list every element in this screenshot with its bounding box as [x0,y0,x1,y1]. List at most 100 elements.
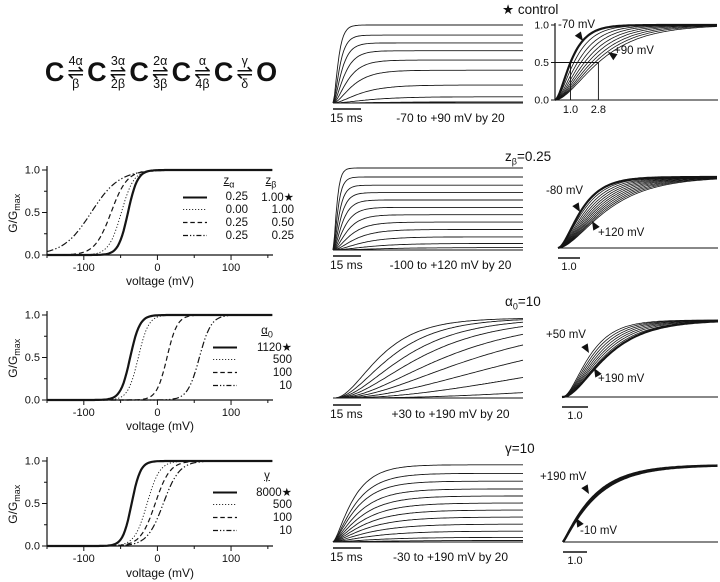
title-text: α [505,294,513,309]
trace-curve [333,344,524,399]
trace-curve [332,84,523,104]
arrowhead-icon [594,368,602,378]
legend-value: 500 [272,498,292,511]
panel-title-control: ★ control [502,2,558,20]
legend-value: 10 [279,524,292,537]
legend-value: 500 [272,353,292,366]
scheme-rate-top: α [198,54,207,68]
trace-curve [332,221,523,251]
legend-line-sample [183,234,207,237]
y-tick-label: 0.0 [25,541,40,553]
trace-curve [332,480,523,543]
trace-curve [333,319,524,399]
scheme-transition: α ⇌ 4β [194,55,211,90]
trace-curve [333,318,523,399]
norm-curve [554,25,718,101]
scheme-state: C [129,57,149,87]
trace-curve [332,488,523,543]
scalebar-label: 15 ms [330,407,363,421]
norm-scalebar-label: 1.0 [567,555,582,567]
legend-line-sample [213,529,237,532]
legend-line-sample [213,504,237,505]
trace-caption: -100 to +120 mV by 20 [389,258,512,272]
x-ref-label: 1.0 [563,104,578,116]
norm-curve [554,25,718,101]
scheme-transition: 4α ⇌ β [67,55,84,90]
gv-curve [46,169,273,253]
norm-panel-gamma: 1.0 +190 mV -10 mV [528,440,720,575]
arrowhead-icon [608,52,618,61]
scheme-arrow-icon: ⇌ [109,61,127,84]
trace-curve [332,192,523,251]
arrowhead-icon [576,518,584,528]
scheme-state: O [256,57,278,87]
scheme-state: C [213,57,234,87]
norm-plot: 1.0 [561,319,719,422]
legend-value: 0.25 [225,216,248,229]
x-tick-label: 100 [222,262,240,274]
trace-curve [333,247,523,251]
norm-curve [561,320,718,399]
y-tick-label: 0.0 [25,250,40,262]
scheme-transition: 3α ⇌ 2β [110,55,127,90]
trace-curve [332,236,523,251]
gv-legend: zα zβ 0.25 1.00★ 0.00 1.00 0.25 0.50 0.25 0.2… [182,175,294,242]
title-text: γ [505,441,512,456]
legend-header-row: α0 [212,325,292,340]
voltage-label-first: -70 mV [558,19,596,31]
trace-caption: -30 to +190 mV by 20 [392,550,509,564]
scheme-rate-top: 2α [153,54,168,68]
y-tick-label: 0.0 [25,395,40,407]
scalebar-label: 15 ms [330,258,363,272]
scheme-rate-top: γ [241,54,248,68]
norm-plot: 1.0 [562,464,718,567]
y-tick-label: 1.0 [25,456,40,468]
ylabel-sub: max [12,193,23,211]
gv-xlabel: voltage (mV) [125,419,195,433]
traces-plot [332,167,523,257]
voltage-label-last: +120 mV [598,227,645,239]
trace-curve [333,376,524,399]
scheme-rate-bottom: 2β [110,76,126,91]
x-tick-label: 0 [154,262,160,274]
legend-row: 100 [212,366,292,379]
scheme-arrow-icon: ⇌ [236,61,254,84]
ylabel-sub: max [12,338,23,356]
legend-header-row: γ [212,470,292,485]
scheme-transition: γ ⇌ δ [236,55,253,90]
y-tick-label: 1.0 [25,310,40,322]
trace-curve [332,530,523,543]
title-sub: 0 [512,301,518,312]
legend-line-sample [183,221,207,224]
legend-value: 1.00★ [261,192,294,204]
norm-curve [561,320,718,398]
gv-curve [47,460,273,547]
legend-row: 500 [212,353,292,366]
gv-xlabel: voltage (mV) [125,566,195,580]
scheme-state: C [171,57,192,87]
norm-panel-alpha0: 1.0 +50 mV +190 mV [528,295,720,430]
scheme-state: C [44,57,65,87]
norm-curve [554,25,717,101]
trace-curve [332,176,523,251]
legend-row: 0.00 1.00 [182,203,294,216]
norm-scalebar-label: 1.0 [561,261,576,273]
trace-curve [333,326,524,399]
legend-row: 8000★ [212,485,292,499]
legend-header: zβ [265,175,277,190]
legend-row: 100 [212,511,292,524]
arrowhead-icon [581,484,589,494]
x-tick-label: 100 [222,553,240,565]
gv-panel-zbeta: -100 0 100 0.0 0.5 1.0 G/Gmax voltage (mV) zα… [0,150,315,292]
trace-curve [333,359,524,399]
ylabel-text: G/G [5,355,20,378]
norm-curve [557,178,717,249]
trace-curve [333,96,523,104]
y-tick-label: 0.5 [25,498,40,510]
legend-value: 100 [272,366,292,379]
trace-curve [332,24,523,104]
legend-line-sample [213,384,237,387]
arrowhead-icon [574,31,583,41]
gv-plot: -100 0 100 0.0 0.5 1.0 [25,456,273,565]
legend-header-row: zα zβ [182,175,294,190]
